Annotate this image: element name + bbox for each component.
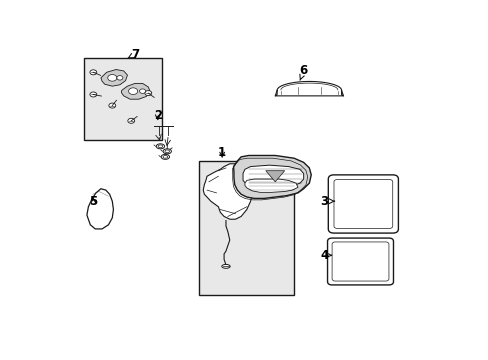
Ellipse shape bbox=[158, 145, 163, 148]
Circle shape bbox=[117, 76, 122, 80]
Ellipse shape bbox=[222, 264, 230, 268]
Text: 5: 5 bbox=[89, 195, 97, 208]
Polygon shape bbox=[265, 171, 284, 182]
Bar bbox=[84, 58, 161, 140]
Polygon shape bbox=[243, 165, 303, 188]
Polygon shape bbox=[101, 69, 127, 86]
Circle shape bbox=[127, 118, 134, 123]
Ellipse shape bbox=[164, 150, 169, 153]
Text: 4: 4 bbox=[320, 249, 331, 262]
Polygon shape bbox=[233, 156, 311, 198]
Circle shape bbox=[139, 89, 145, 93]
Polygon shape bbox=[244, 179, 297, 192]
Polygon shape bbox=[275, 81, 343, 96]
FancyBboxPatch shape bbox=[327, 175, 398, 233]
Circle shape bbox=[109, 103, 116, 108]
Circle shape bbox=[107, 75, 117, 81]
Polygon shape bbox=[87, 189, 113, 229]
Text: 6: 6 bbox=[299, 64, 307, 80]
Ellipse shape bbox=[156, 144, 164, 149]
FancyBboxPatch shape bbox=[327, 238, 393, 285]
Circle shape bbox=[128, 88, 138, 94]
Bar bbox=[199, 161, 294, 296]
Text: 7: 7 bbox=[128, 48, 139, 61]
Ellipse shape bbox=[163, 156, 167, 158]
Ellipse shape bbox=[163, 149, 171, 154]
Text: 2: 2 bbox=[153, 109, 162, 122]
Ellipse shape bbox=[161, 154, 169, 159]
Text: 3: 3 bbox=[320, 195, 334, 208]
Circle shape bbox=[90, 92, 97, 97]
Circle shape bbox=[144, 91, 151, 96]
Polygon shape bbox=[121, 84, 150, 99]
Circle shape bbox=[90, 70, 97, 75]
Polygon shape bbox=[203, 164, 252, 219]
Text: 1: 1 bbox=[218, 146, 226, 159]
